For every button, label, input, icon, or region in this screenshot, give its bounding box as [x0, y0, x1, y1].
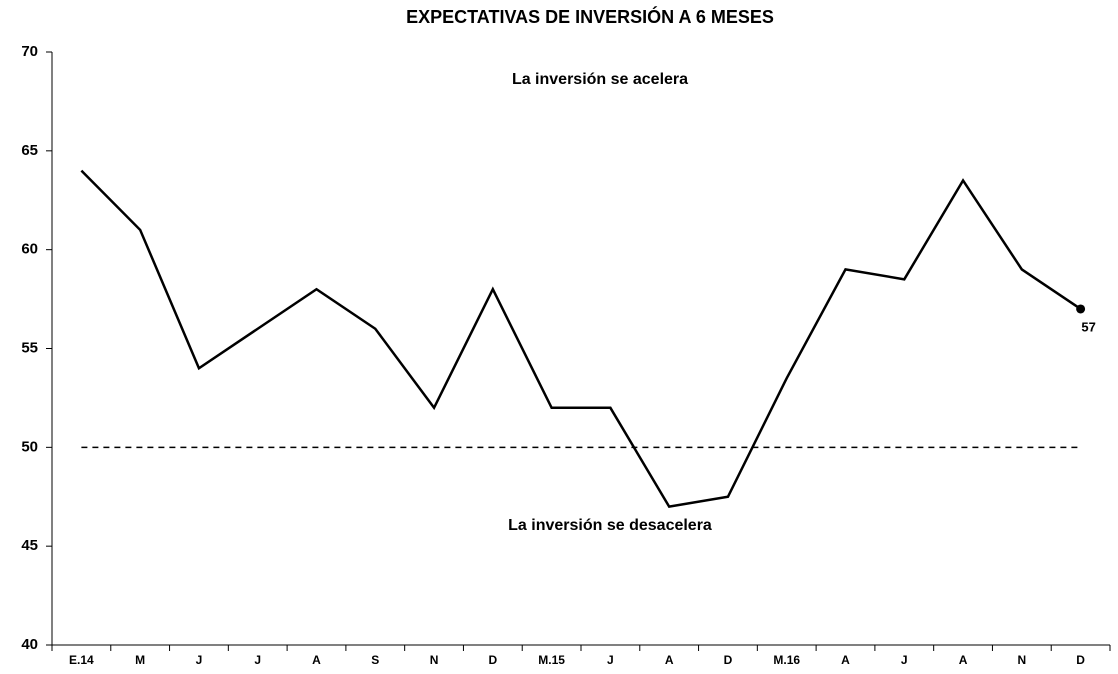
y-tick-label: 40 — [21, 636, 38, 653]
x-tick-label: A — [312, 653, 321, 667]
x-tick-label: J — [254, 653, 261, 667]
x-tick-label: N — [1017, 653, 1026, 667]
end-marker — [1076, 304, 1086, 314]
y-tick-label: 50 — [21, 438, 38, 455]
x-tick-label: E.14 — [69, 653, 94, 667]
annotation: La inversión se acelera — [512, 71, 688, 88]
x-tick-label: D — [1076, 653, 1085, 667]
annotation: La inversión se desacelera — [508, 517, 712, 534]
x-tick-label: J — [607, 653, 614, 667]
line — [80, 169, 1082, 509]
y-tick-label: 65 — [21, 142, 38, 159]
x-tick-label: S — [371, 653, 379, 667]
x-tick-label: D — [724, 653, 733, 667]
x-tick-label: J — [901, 653, 908, 667]
chart-title: EXPECTATIVAS DE INVERSIÓN A 6 MESES — [406, 6, 774, 27]
x-tick-label: M.16 — [773, 653, 800, 667]
x-tick-label: M.15 — [538, 653, 565, 667]
y-tick-label: 60 — [21, 241, 38, 258]
x-tick-label: A — [841, 653, 850, 667]
x-tick-label: N — [430, 653, 439, 667]
x-tick-label: D — [488, 653, 497, 667]
x-tick-label: M — [135, 653, 145, 667]
y-tick-label: 55 — [21, 339, 38, 356]
x-tick-label: J — [196, 653, 203, 667]
y-tick-label: 70 — [21, 43, 38, 60]
data-label: 57 — [1081, 319, 1095, 334]
x-tick-label: A — [665, 653, 674, 667]
y-tick-label: 45 — [21, 537, 38, 554]
x-tick-label: A — [959, 653, 968, 667]
